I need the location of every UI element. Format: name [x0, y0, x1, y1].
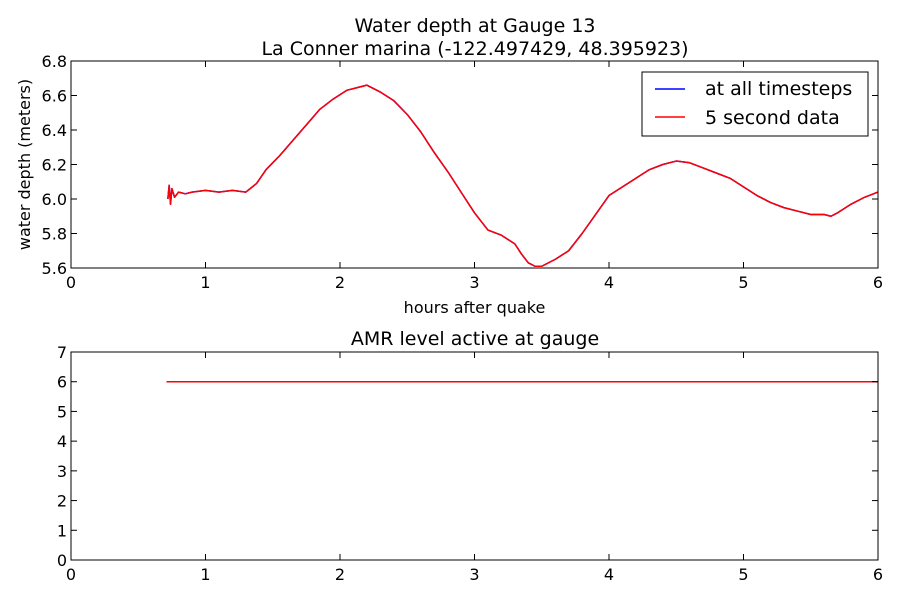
bottom-x-tick-label: 4: [604, 565, 614, 584]
chart-subtitle: La Conner marina (-122.497429, 48.395923…: [261, 38, 688, 60]
bottom-x-tick-label: 1: [200, 565, 210, 584]
bottom-x-tick-label: 2: [335, 565, 345, 584]
bottom-x-tick-label: 0: [66, 565, 76, 584]
bottom-x-axis: 0 1 2 3 4 5 6: [66, 352, 883, 584]
top-x-axis: 0 1 2 3 4 5 6: [66, 61, 883, 292]
top-x-tick-label: 6: [873, 273, 883, 292]
top-x-tick-label: 2: [335, 273, 345, 292]
top-series-line-1: [167, 84, 879, 268]
top-x-tick-label: 4: [604, 273, 614, 292]
legend: at all timesteps 5 second data: [641, 71, 869, 137]
bottom-plot-frame: [70, 351, 879, 561]
bottom-y-axis: 0 1 2 3 4 5 6 7: [57, 343, 878, 570]
bottom-x-tick-label: 3: [469, 565, 479, 584]
x-axis-label: hours after quake: [404, 298, 546, 317]
bottom-y-tick-label: 0: [57, 551, 67, 570]
bottom-y-tick-label: 6: [57, 373, 67, 392]
top-x-tick-label: 3: [469, 273, 479, 292]
legend-entry-all-timesteps: at all timesteps: [705, 78, 852, 100]
top-y-axis: 5.6 5.8 6.0 6.2 6.4 6.6 6.8: [42, 52, 878, 278]
top-y-tick-label: 6.0: [42, 190, 67, 209]
top-y-tick-label: 5.8: [42, 225, 67, 244]
amr-chart-title: AMR level active at gauge: [351, 328, 599, 350]
bottom-x-tick-label: 5: [738, 565, 748, 584]
water-depth-chart: Water depth at Gauge 13 La Conner marina…: [15, 15, 883, 317]
legend-entry-5-second-data: 5 second data: [705, 107, 840, 129]
bottom-y-tick-label: 5: [57, 402, 67, 421]
bottom-y-tick-label: 1: [57, 521, 67, 540]
bottom-y-tick-label: 2: [57, 492, 67, 511]
bottom-y-tick-label: 3: [57, 462, 67, 481]
y-axis-label: water depth (meters): [15, 79, 34, 250]
bottom-y-tick-label: 4: [57, 432, 67, 451]
amr-level-chart: AMR level active at gauge 0 1 2 3 4 5 6 0 1 2 3 4 5…: [57, 328, 883, 584]
top-y-tick-label: 6.8: [42, 52, 67, 71]
top-x-tick-label: 5: [738, 273, 748, 292]
top-x-tick-label: 1: [200, 273, 210, 292]
bottom-x-tick-label: 6: [873, 565, 883, 584]
top-x-tick-label: 0: [66, 273, 76, 292]
top-y-tick-label: 6.4: [42, 121, 67, 140]
top-y-tick-label: 5.6: [42, 259, 67, 278]
bottom-y-tick-label: 7: [57, 343, 67, 362]
top-y-tick-label: 6.6: [42, 87, 67, 106]
top-series-group: [167, 84, 879, 268]
top-y-tick-label: 6.2: [42, 156, 67, 175]
chart-title: Water depth at Gauge 13: [354, 15, 595, 37]
legend-box: [641, 71, 869, 137]
